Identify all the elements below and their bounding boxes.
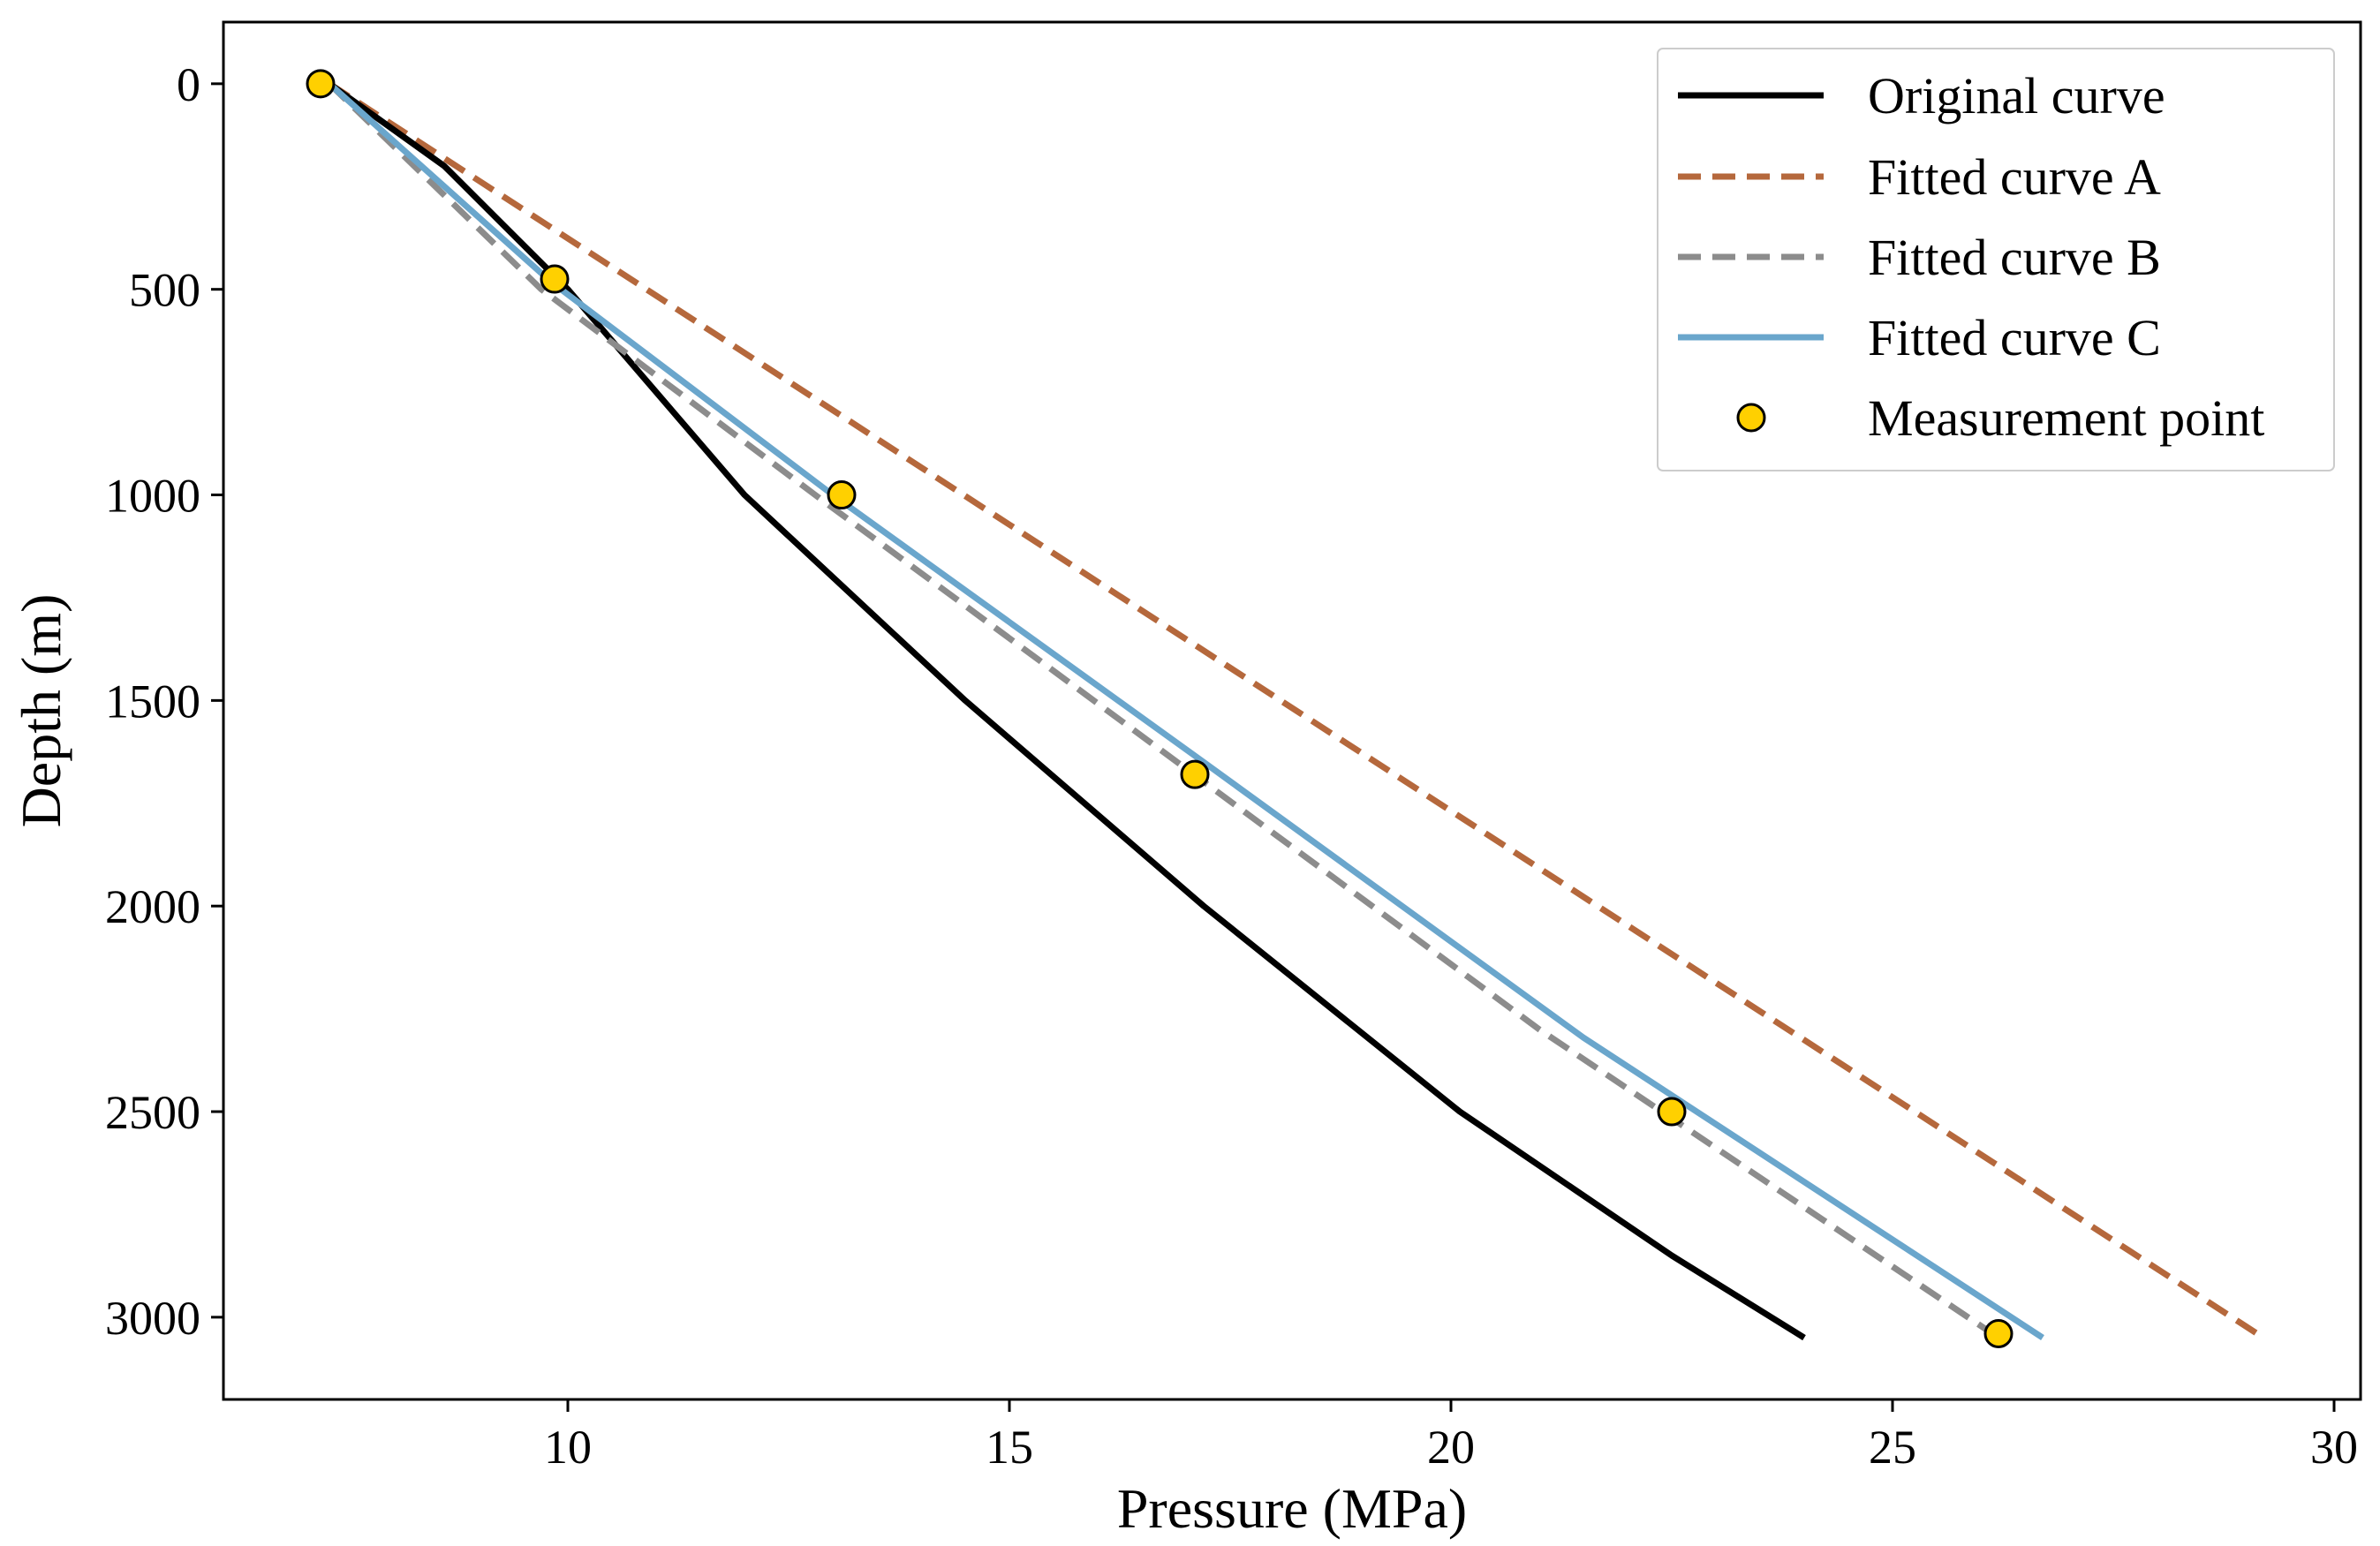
y-tick-label: 3000	[105, 1292, 200, 1345]
series-line-fitted-curve-b	[327, 81, 2000, 1341]
x-tick-label: 25	[1869, 1421, 1916, 1474]
y-tick-label: 2500	[105, 1086, 200, 1139]
measurement-point	[306, 69, 336, 99]
y-tick-label: 1500	[105, 675, 200, 728]
x-tick-label: 20	[1427, 1421, 1475, 1474]
legend-label-fitted-curve-c: Fitted curve C	[1868, 309, 2161, 366]
legend-box	[1657, 48, 2335, 471]
legend: Original curve Fitted curve A Fitted cur…	[1657, 48, 2335, 471]
measurement-point	[1983, 1318, 2014, 1348]
measurement-point	[827, 480, 857, 510]
y-axis: 0 500 1000 1500 2000 2500 3000	[105, 58, 223, 1345]
measurement-point	[540, 264, 570, 294]
series-line-fitted-curve-c	[327, 81, 2044, 1341]
legend-swatch-measurement-point	[1736, 403, 1766, 433]
measurement-point	[1657, 1097, 1687, 1127]
x-tick-label: 10	[544, 1421, 592, 1474]
y-axis-label: Depth (m)	[10, 594, 72, 828]
x-tick-label: 15	[986, 1421, 1033, 1474]
plot-frame	[222, 20, 2362, 1401]
y-tick-label: 2000	[105, 880, 200, 933]
legend-label-measurement-point: Measurement point	[1868, 389, 2264, 447]
x-axis: 10 15 20 25 30	[544, 1399, 2358, 1474]
legend-label-original-curve: Original curve	[1868, 67, 2165, 124]
marker-layer	[306, 69, 2014, 1348]
x-tick-label: 30	[2310, 1421, 2358, 1474]
x-axis-label: Pressure (MPa)	[1117, 1477, 1467, 1540]
measurement-point	[1180, 759, 1210, 789]
y-tick-label: 0	[177, 58, 200, 111]
y-tick-label: 1000	[105, 470, 200, 523]
series-line-fitted-curve-a	[328, 80, 2265, 1341]
series-line-original-curve	[327, 81, 1806, 1341]
legend-label-fitted-curve-a: Fitted curve A	[1868, 148, 2161, 206]
series-layer	[327, 80, 2265, 1341]
legend-label-fitted-curve-b: Fitted curve B	[1868, 229, 2161, 286]
y-tick-label: 500	[129, 264, 200, 317]
